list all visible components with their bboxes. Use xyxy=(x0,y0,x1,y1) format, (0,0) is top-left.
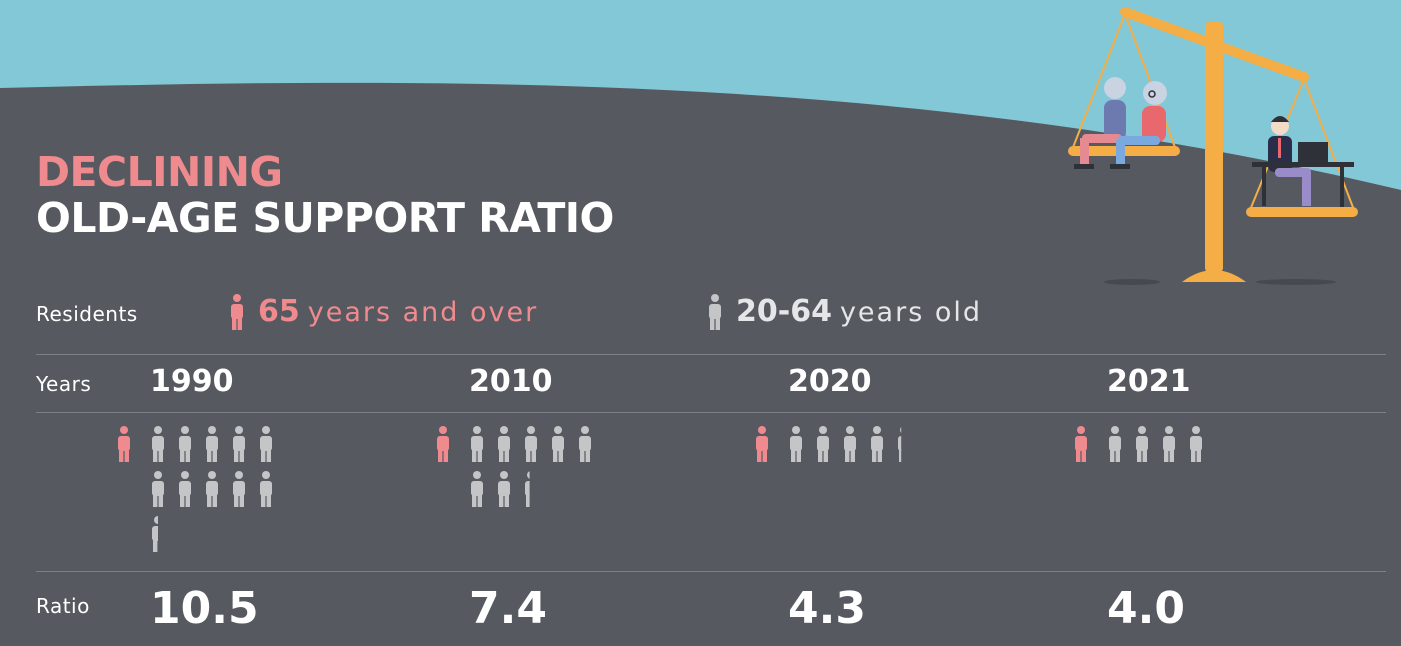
legend-working-text: years old xyxy=(839,297,982,328)
working-age-person-icon xyxy=(552,426,564,462)
working-age-person-icon xyxy=(471,471,483,507)
working-age-person-icon xyxy=(525,471,530,507)
elderly-person-icon xyxy=(118,426,130,462)
legend-elderly: 65 years and over xyxy=(230,294,538,330)
desk-with-laptop xyxy=(1252,142,1354,207)
legend-working: 20-64 years old xyxy=(708,294,982,330)
elderly-person-icon xyxy=(1075,426,1087,462)
hill-shape xyxy=(0,82,1401,646)
working-age-person-icon xyxy=(525,426,537,462)
elderly-person-icon xyxy=(231,294,243,330)
working-age-person-icon xyxy=(1109,426,1121,462)
working-age-person-icon xyxy=(871,426,883,462)
page-title: OLD-AGE SUPPORT RATIO xyxy=(36,194,614,242)
divider xyxy=(36,354,1386,355)
working-age-person-icon xyxy=(260,471,272,507)
scale-pole xyxy=(1205,22,1223,272)
working-age-person-icon xyxy=(1136,426,1148,462)
legend-elderly-age: 65 xyxy=(258,294,300,329)
ratio-value-2020: 4.3 xyxy=(788,583,866,634)
working-age-person-icon xyxy=(1190,426,1202,462)
scale-beam xyxy=(1120,7,1309,82)
working-age-person-icon xyxy=(152,471,164,507)
elderly-man-figure xyxy=(1074,77,1126,169)
working-age-person-icon xyxy=(498,471,510,507)
working-age-person-icon xyxy=(579,426,591,462)
working-age-person-icon xyxy=(152,516,158,552)
working-age-person-icon xyxy=(206,426,218,462)
ratio-value-2021: 4.0 xyxy=(1107,583,1185,634)
residents-label: Residents xyxy=(36,302,138,326)
title-highlight: DECLINING xyxy=(36,148,283,196)
elderly-person-icon xyxy=(437,426,449,462)
ratio-label: Ratio xyxy=(36,594,90,618)
working-age-person-icon xyxy=(152,426,164,462)
scale-pan-right xyxy=(1246,207,1358,217)
working-age-person-icon xyxy=(233,426,245,462)
working-age-person-icon xyxy=(898,427,902,462)
divider xyxy=(36,412,1386,413)
working-age-person-icon xyxy=(709,294,721,330)
balance-scale-illustration xyxy=(1068,7,1358,285)
working-age-person-icon xyxy=(179,471,191,507)
working-age-person-icon xyxy=(179,426,191,462)
elderly-person-icon xyxy=(756,426,768,462)
legend-elderly-text: years and over xyxy=(307,297,539,328)
scale-base xyxy=(1182,270,1246,282)
scale-shadow xyxy=(1104,279,1160,285)
scale-shadow xyxy=(1256,279,1336,285)
years-label: Years xyxy=(36,372,92,396)
year-label-2020: 2020 xyxy=(788,364,872,399)
ratio-value-1990: 10.5 xyxy=(150,583,259,634)
year-label-2010: 2010 xyxy=(469,364,553,399)
working-age-person-icon xyxy=(233,471,245,507)
elderly-woman-figure xyxy=(1110,81,1167,169)
working-age-person-icon xyxy=(1163,426,1175,462)
working-age-person-icon xyxy=(844,426,856,462)
working-age-person-icon xyxy=(817,426,829,462)
working-age-person-icon xyxy=(260,426,272,462)
divider xyxy=(36,571,1386,572)
working-age-person-icon xyxy=(206,471,218,507)
ratio-value-2010: 7.4 xyxy=(469,583,547,634)
working-age-person-icon xyxy=(498,426,510,462)
year-label-1990: 1990 xyxy=(150,364,234,399)
working-age-person-icon xyxy=(790,426,802,462)
year-label-2021: 2021 xyxy=(1107,364,1191,399)
working-age-person-icon xyxy=(471,426,483,462)
legend-working-age: 20-64 xyxy=(736,294,832,329)
